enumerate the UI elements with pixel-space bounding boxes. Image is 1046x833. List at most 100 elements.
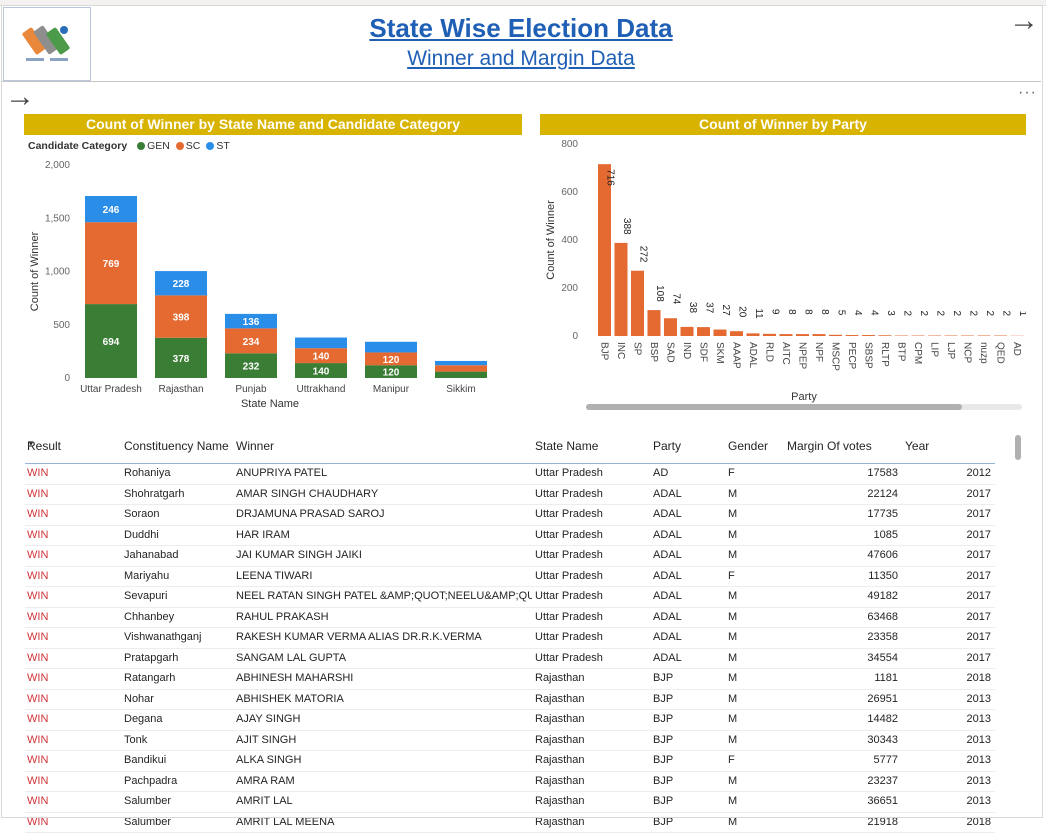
cell-winner: JAI KUMAR SINGH JAIKI: [236, 546, 532, 566]
bar-st[interactable]: [435, 361, 487, 365]
x-tick-label: IND: [681, 342, 692, 359]
x-tick-label: SDF: [698, 342, 709, 362]
legend-st[interactable]: ST: [216, 140, 229, 152]
sort-desc-icon[interactable]: ▼: [27, 439, 35, 448]
cell-margin: 34554: [867, 649, 898, 669]
cell-constituency: Rohaniya: [124, 464, 170, 484]
bar-party[interactable]: [681, 327, 694, 336]
cell-party: BJP: [653, 731, 673, 751]
bar-sc[interactable]: [435, 365, 487, 371]
bar-party[interactable]: [879, 335, 892, 336]
winner-table: Result ▼ Constituency Name Winner State …: [25, 436, 995, 833]
legend-dot-st-icon: [206, 142, 214, 150]
next-page-arrow-icon[interactable]: →: [1009, 6, 1039, 36]
bar-party[interactable]: [763, 334, 776, 336]
cell-result: WIN: [27, 567, 48, 587]
x-tick-label: INC: [615, 342, 626, 359]
cell-year: 2017: [967, 526, 991, 546]
col-header-state[interactable]: State Name: [535, 439, 598, 453]
col-header-winner[interactable]: Winner: [236, 439, 532, 453]
col-header-gender[interactable]: Gender: [728, 439, 768, 453]
bar-party[interactable]: [829, 335, 842, 336]
bar-st[interactable]: [295, 338, 347, 349]
x-tick-label: Uttrakhand: [297, 384, 346, 395]
cell-winner: AJIT SINGH: [236, 731, 532, 751]
y-axis-title: Count of Winner: [29, 231, 41, 311]
cell-gender: M: [728, 792, 737, 812]
x-tick-label: Manipur: [373, 384, 410, 395]
bar-party[interactable]: [714, 330, 727, 336]
bar-st[interactable]: [365, 342, 417, 353]
page-subtitle[interactable]: Winner and Margin Data: [1, 47, 1041, 71]
col-header-constituency[interactable]: Constituency Name: [124, 439, 229, 453]
cell-result: WIN: [27, 628, 48, 648]
table-vertical-scrollbar[interactable]: [1015, 435, 1021, 460]
bar-party[interactable]: [631, 271, 644, 336]
cell-gender: M: [728, 772, 737, 792]
bar-gen[interactable]: [435, 372, 487, 378]
bar-party[interactable]: [796, 334, 809, 336]
cell-year: 2017: [967, 628, 991, 648]
cell-party: BJP: [653, 751, 673, 771]
cell-margin: 17735: [867, 505, 898, 525]
x-tick-label: RLTP: [879, 342, 890, 367]
back-arrow-icon[interactable]: →: [5, 82, 35, 112]
cell-party: BJP: [653, 690, 673, 710]
cell-winner: ALKA SINGH: [236, 751, 532, 771]
bar-party[interactable]: [598, 164, 611, 336]
cell-gender: M: [728, 485, 737, 505]
bar-party[interactable]: [648, 310, 661, 336]
data-label: 4: [852, 310, 863, 316]
cell-winner: RAHUL PRAKASH: [236, 608, 532, 628]
cell-constituency: Bandikui: [124, 751, 166, 771]
cell-constituency: Sevapuri: [124, 587, 167, 607]
page-title[interactable]: State Wise Election Data: [1, 13, 1041, 44]
chart2-scrollbar-thumb[interactable]: [586, 404, 962, 410]
cell-winner: ABHINESH MAHARSHI: [236, 669, 532, 689]
bar-party[interactable]: [664, 318, 677, 336]
cell-state: Rajasthan: [535, 669, 585, 689]
bar-party[interactable]: [697, 327, 710, 336]
x-axis-title: Party: [791, 391, 817, 403]
cell-gender: F: [728, 751, 735, 771]
data-label: 398: [173, 313, 190, 324]
bar-party[interactable]: [747, 333, 760, 336]
bar-party[interactable]: [862, 335, 875, 336]
cell-gender: M: [728, 669, 737, 689]
col-header-year[interactable]: Year: [905, 439, 929, 453]
more-options-icon[interactable]: ···: [1018, 84, 1037, 102]
bar-party[interactable]: [615, 243, 628, 336]
bar-party[interactable]: [813, 334, 826, 336]
col-header-margin[interactable]: Margin Of votes: [787, 439, 872, 453]
cell-constituency: Salumber: [124, 792, 171, 812]
legend-gen[interactable]: GEN: [147, 140, 170, 152]
col-header-party[interactable]: Party: [653, 439, 681, 453]
bar-party[interactable]: [846, 335, 859, 336]
legend-sc[interactable]: SC: [186, 140, 201, 152]
bar-party[interactable]: [730, 331, 743, 336]
bar-party[interactable]: [780, 334, 793, 336]
cell-state: Uttar Pradesh: [535, 567, 603, 587]
data-label: 246: [103, 205, 120, 216]
legend-dot-gen-icon: [137, 142, 145, 150]
cell-result: WIN: [27, 608, 48, 628]
cell-gender: F: [728, 567, 735, 587]
